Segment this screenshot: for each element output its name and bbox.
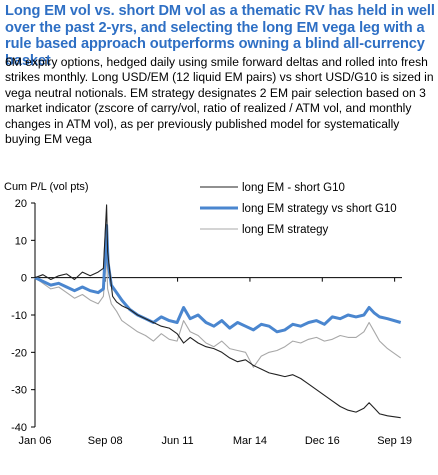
y-tick-label: -40 <box>11 422 27 434</box>
y-tick-label: -20 <box>11 347 27 359</box>
y-tick-label: 20 <box>15 198 27 210</box>
y-tick-label: -30 <box>11 385 27 397</box>
y-tick-label: -10 <box>11 310 27 322</box>
x-tick-label: Jun 11 <box>161 435 193 447</box>
legend-label-2: long EM strategy <box>242 224 329 236</box>
series-line-2 <box>34 254 402 368</box>
chart-subtitle: 6M expiry options, hedged daily using sm… <box>5 55 434 147</box>
y-tick-label: 0 <box>21 273 27 285</box>
legend: long EM - short G10 long EM strategy vs s… <box>200 182 397 236</box>
x-tick-label: Dec 16 <box>305 435 340 447</box>
y-axis-label: Cum P/L (vol pts) <box>4 181 89 193</box>
series-line-0 <box>34 204 401 419</box>
series-line-1 <box>34 223 402 334</box>
x-tick-label: Sep 19 <box>377 435 412 447</box>
legend-label-1: long EM strategy vs short G10 <box>242 203 397 215</box>
chart-title: Long EM vol vs. short DM vol as a themat… <box>5 3 435 69</box>
y-tick-label: 10 <box>15 235 27 247</box>
legend-label-0: long EM - short G10 <box>242 182 345 194</box>
x-tick-label: Mar 14 <box>233 435 267 447</box>
x-tick-label: Jan 06 <box>18 435 51 447</box>
series-lines <box>34 204 402 419</box>
x-tick-label: Sep 08 <box>88 435 123 447</box>
